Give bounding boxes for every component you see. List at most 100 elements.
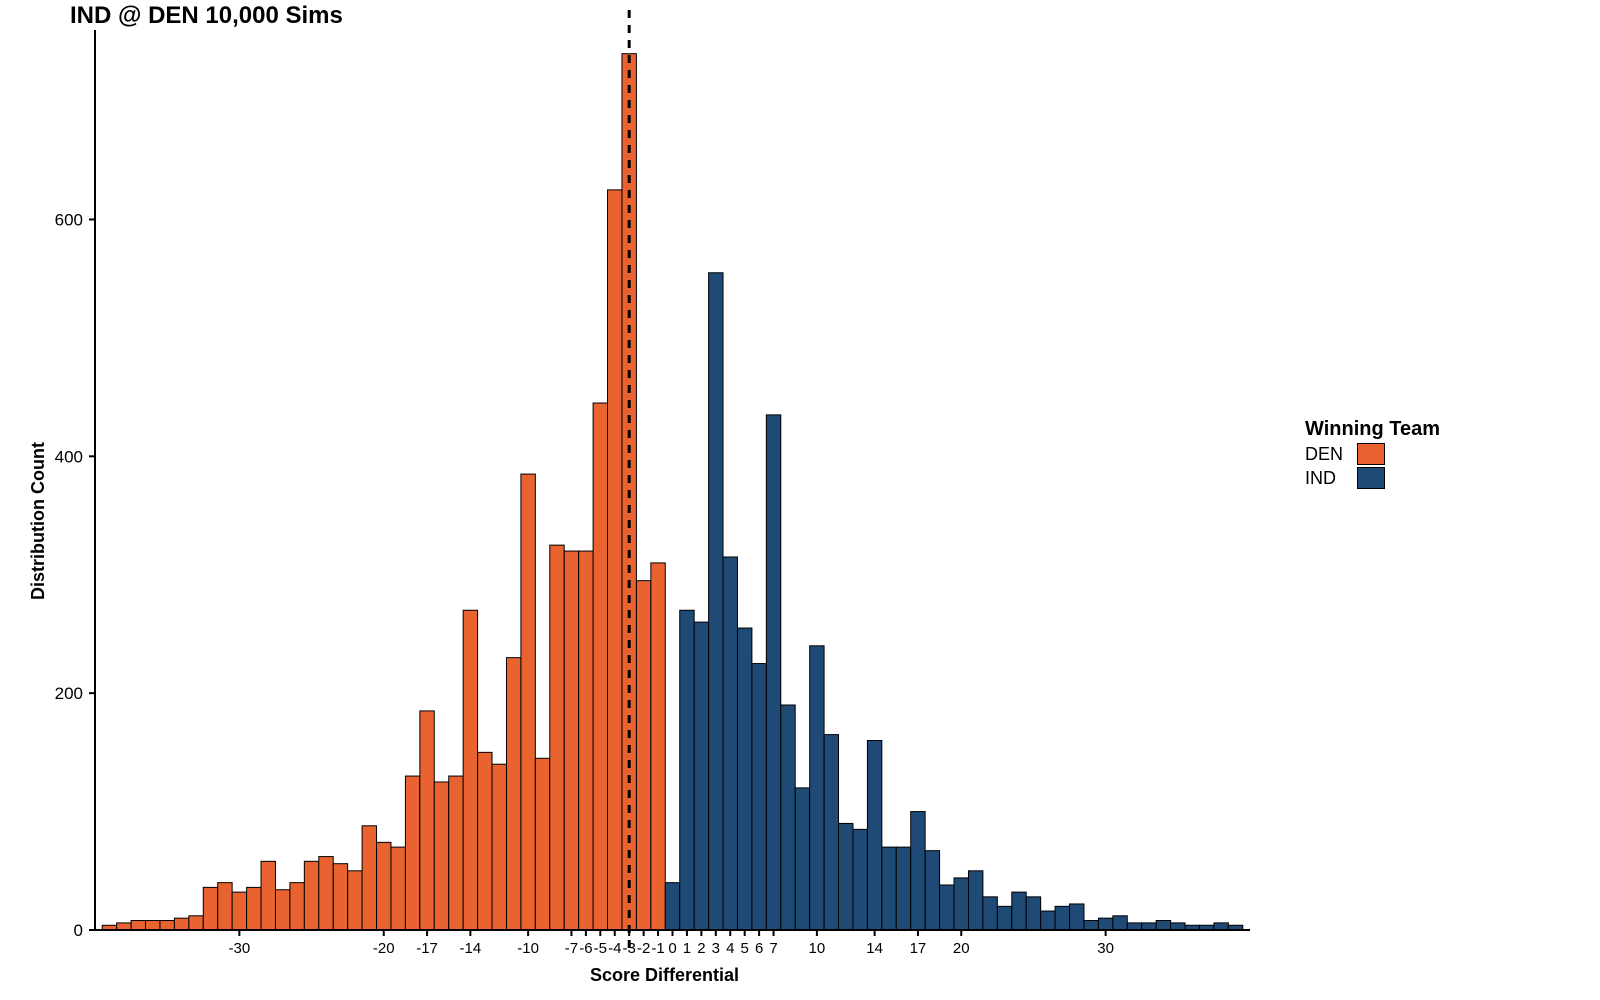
x-tick-label: -7 (565, 940, 578, 957)
x-tick-label: -6 (579, 940, 592, 957)
histogram-bar (247, 887, 261, 930)
histogram-bar (752, 664, 766, 930)
histogram-bar (1041, 911, 1055, 930)
x-tick-label: 3 (712, 940, 720, 957)
x-tick-label: -4 (608, 940, 621, 957)
histogram-bar (1084, 921, 1098, 930)
x-tick-label: -14 (460, 940, 482, 957)
x-tick-label: -5 (594, 940, 607, 957)
histogram-bar (940, 885, 954, 930)
histogram-bar (405, 776, 419, 930)
histogram-bar (925, 851, 939, 930)
x-tick-label: 6 (755, 940, 763, 957)
histogram-bar (608, 190, 622, 930)
legend-title: Winning Team (1305, 418, 1440, 441)
histogram-bar (911, 812, 925, 930)
histogram-bar (1142, 923, 1156, 930)
x-tick-label: -2 (637, 940, 650, 957)
y-tick-label: 200 (55, 684, 83, 703)
histogram-bar (795, 788, 809, 930)
histogram-bar (593, 403, 607, 930)
histogram-bar (1156, 921, 1170, 930)
x-tick-label: 2 (697, 940, 705, 957)
legend-label: DEN (1305, 444, 1351, 465)
histogram-bar (1214, 923, 1228, 930)
histogram-bar (867, 741, 881, 930)
histogram-bar (1113, 916, 1127, 930)
histogram-bar (564, 551, 578, 930)
legend: Winning Team DENIND (1305, 418, 1440, 489)
legend-swatch (1357, 467, 1385, 489)
histogram-bar (1070, 904, 1084, 930)
histogram-bar (160, 921, 174, 930)
x-tick-label: -1 (651, 940, 664, 957)
histogram-bar (550, 545, 564, 930)
histogram-bar (492, 764, 506, 930)
histogram-bar (304, 861, 318, 930)
histogram-bar (319, 857, 333, 930)
histogram-bar (131, 921, 145, 930)
x-tick-label: -3 (623, 940, 636, 957)
x-tick-label: -17 (416, 940, 438, 957)
histogram-bar (434, 782, 448, 930)
histogram-bar (174, 918, 188, 930)
x-tick-label: 5 (741, 940, 749, 957)
histogram-bar (463, 610, 477, 930)
x-tick-label: -30 (229, 940, 251, 957)
histogram-bar (333, 864, 347, 930)
histogram-bar (694, 622, 708, 930)
y-tick-label: 600 (55, 210, 83, 229)
histogram-bar (362, 826, 376, 930)
histogram-bar (117, 923, 131, 930)
histogram-plot: 0200400600-30-20-17-14-10-7-6-5-4-3-2-10… (0, 0, 1600, 1000)
x-tick-label: 30 (1097, 940, 1114, 957)
x-tick-label: 7 (769, 940, 777, 957)
histogram-bar (896, 847, 910, 930)
histogram-bar (478, 752, 492, 930)
histogram-bar (839, 823, 853, 930)
x-tick-label: 14 (866, 940, 883, 957)
histogram-bar (954, 878, 968, 930)
histogram-bar (420, 711, 434, 930)
legend-swatch (1357, 443, 1385, 465)
histogram-bar (1055, 906, 1069, 930)
chart-stage: IND @ DEN 10,000 Sims Distribution Count… (0, 0, 1600, 1000)
x-tick-label: 17 (910, 940, 927, 957)
x-tick-label: 0 (668, 940, 676, 957)
histogram-bar (261, 861, 275, 930)
x-tick-label: 4 (726, 940, 734, 957)
histogram-bar (232, 892, 246, 930)
histogram-bar (348, 871, 362, 930)
histogram-bar (882, 847, 896, 930)
x-tick-label: 1 (683, 940, 691, 957)
histogram-bar (189, 916, 203, 930)
histogram-bar (983, 897, 997, 930)
histogram-bar (781, 705, 795, 930)
histogram-bar (723, 557, 737, 930)
histogram-bar (377, 842, 391, 930)
histogram-bar (665, 883, 679, 930)
histogram-bar (1127, 923, 1141, 930)
histogram-bar (290, 883, 304, 930)
legend-row: IND (1305, 467, 1440, 489)
histogram-bar (218, 883, 232, 930)
x-tick-label: -20 (373, 940, 395, 957)
histogram-bar (1012, 892, 1026, 930)
histogram-bar (579, 551, 593, 930)
histogram-bar (680, 610, 694, 930)
histogram-bar (709, 273, 723, 930)
x-tick-label: 10 (809, 940, 826, 957)
histogram-bar (146, 921, 160, 930)
histogram-bar (968, 871, 982, 930)
histogram-bar (521, 474, 535, 930)
x-tick-label: 20 (953, 940, 970, 957)
legend-items: DENIND (1305, 443, 1440, 489)
histogram-bar (1171, 923, 1185, 930)
histogram-bar (824, 735, 838, 930)
histogram-bar (391, 847, 405, 930)
histogram-bar (651, 563, 665, 930)
histogram-bar (535, 758, 549, 930)
y-tick-label: 0 (74, 921, 83, 940)
histogram-bar (853, 829, 867, 930)
histogram-bar (997, 906, 1011, 930)
